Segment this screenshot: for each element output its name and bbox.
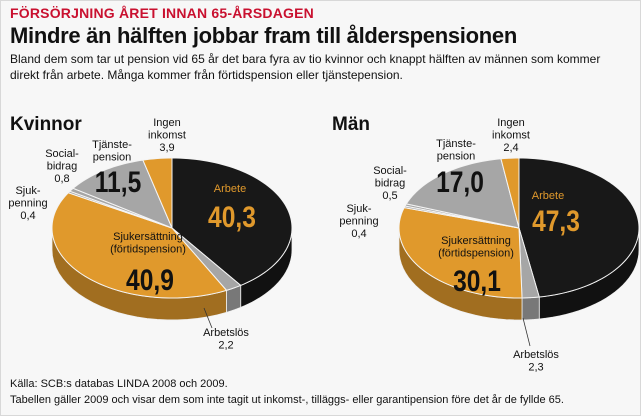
slice-value-tjanste: 11,5 — [95, 165, 142, 199]
slice-label-tjanste: pension — [93, 152, 132, 164]
kicker: FÖRSÖRJNING ÅRET INNAN 65-ÅRSDAGEN — [10, 5, 314, 21]
pie-slice-arbetslos — [171, 227, 242, 291]
pie-side-arbetslos — [521, 296, 540, 321]
slice-label-tjanste: Tjänste- — [92, 139, 132, 151]
slice-label-sjukpenning: penning — [8, 198, 47, 210]
slice-value-arbetslos: 2,2 — [218, 340, 233, 352]
pie-slice-tjanste — [72, 159, 173, 229]
slice-value-tjanste: 17,0 — [436, 165, 484, 199]
slice-label-arbete: Arbete — [532, 190, 564, 202]
slice-label-socialbidrag: bidrag — [375, 178, 406, 190]
chart-title: Kvinnor — [10, 114, 82, 135]
leader-line — [522, 317, 531, 347]
slice-label-socialbidrag: bidrag — [47, 161, 78, 173]
slice-value-arbete: 47,3 — [532, 204, 580, 238]
pie-slice-ingen — [142, 157, 173, 229]
pie-slice-ingen — [500, 157, 520, 229]
slice-label-sjuk: Sjukersättning — [113, 231, 183, 243]
slice-value-sjuk: 30,1 — [453, 264, 501, 298]
table-note: Tabellen gäller 2009 och visar dem som i… — [10, 394, 564, 406]
headline: Mindre än hälften jobbar fram till ålder… — [10, 23, 517, 48]
slice-label-sjukpenning: Sjuk- — [346, 203, 371, 215]
pie-slice-tjanste — [405, 158, 520, 229]
slice-value-sjuk: 40,9 — [126, 263, 174, 297]
slice-value-ingen: 3,9 — [159, 142, 174, 154]
slice-label-arbete: Arbete — [214, 183, 246, 195]
pie-slice-sjuk — [398, 207, 523, 299]
slice-value-socialbidrag: 0,8 — [54, 173, 69, 185]
slice-label-sjuk: (förtidspension) — [438, 248, 514, 260]
slice-value-arbete: 40,3 — [208, 200, 256, 234]
source-note: Källa: SCB:s databas LINDA 2008 och 2009… — [10, 378, 228, 390]
slice-label-arbetslos: Arbetslös — [203, 327, 249, 339]
slice-label-ingen: inkomst — [492, 130, 530, 142]
chart-title: Män — [332, 114, 370, 135]
pie-slice-arbete — [171, 157, 293, 286]
leader-line — [203, 307, 213, 329]
slice-label-socialbidrag: Social- — [45, 148, 79, 160]
pie-slice-arbetslos — [518, 227, 540, 299]
slice-value-arbetslos: 2,3 — [528, 362, 543, 374]
pie-slice-sjuk — [51, 192, 228, 299]
slice-label-sjukpenning: penning — [339, 216, 378, 228]
slice-label-sjuk: (förtidspension) — [110, 244, 186, 256]
slice-label-socialbidrag: Social- — [373, 165, 407, 177]
slice-value-sjukpenning: 0,4 — [20, 210, 35, 222]
intro-text: Bland dem som tar ut pension vid 65 år d… — [10, 52, 601, 82]
slice-label-tjanste: Tjänste- — [436, 138, 476, 150]
slice-label-sjukpenning: Sjuk- — [15, 185, 40, 197]
slice-label-arbetslos: Arbetslös — [513, 349, 559, 361]
slice-value-sjukpenning: 0,4 — [351, 228, 366, 240]
slice-label-sjuk: Sjukersättning — [441, 235, 511, 247]
slice-label-ingen: Ingen — [497, 117, 525, 129]
pie-slice-arbete — [518, 157, 640, 298]
slice-label-tjanste: pension — [437, 151, 476, 163]
slice-value-ingen: 2,4 — [503, 142, 518, 154]
footer: Källa: SCB:s databas LINDA 2008 och 2009… — [10, 376, 635, 408]
slice-label-ingen: Ingen — [153, 117, 181, 129]
slice-label-ingen: inkomst — [148, 130, 186, 142]
slice-value-socialbidrag: 0,5 — [382, 190, 397, 202]
